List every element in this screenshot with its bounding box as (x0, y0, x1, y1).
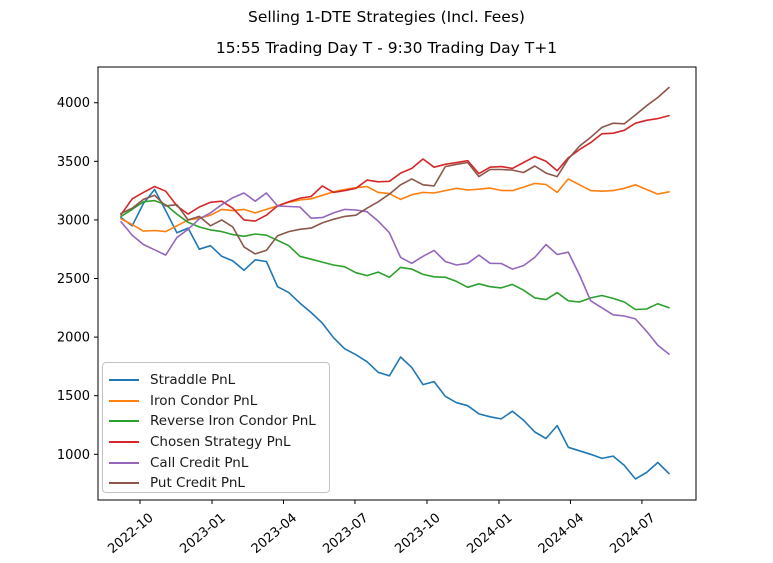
legend-label: Reverse Iron Condor PnL (150, 413, 316, 430)
chart-subtitle: 15:55 Trading Day T - 9:30 Trading Day T… (215, 39, 558, 57)
legend-line-swatch (109, 482, 139, 485)
series-line-reverse-iron-condor-pnl (120, 199, 670, 311)
legend-item-put-credit-pnl: Put Credit PnL (103, 473, 329, 494)
y-tick-label: 2500 (57, 272, 90, 287)
legend-label: Chosen Strategy PnL (150, 434, 291, 451)
legend-label: Iron Condor PnL (150, 392, 258, 409)
plot-border (97, 66, 697, 501)
legend-label: Put Credit PnL (150, 475, 245, 492)
legend-label: Call Credit PnL (150, 454, 249, 471)
legend-item-straddle-pnl: Straddle PnL (103, 370, 329, 391)
x-tick-label: 2024-04 (536, 511, 587, 557)
x-tick-label: 2024-01 (464, 511, 515, 557)
legend-line-swatch (109, 441, 139, 444)
chart-title: Selling 1-DTE Strategies (Incl. Fees) (248, 8, 525, 26)
legend-label: Straddle PnL (150, 372, 236, 389)
x-tick-label: 2023-07 (320, 511, 371, 557)
legend-item-call-credit-pnl: Call Credit PnL (103, 452, 329, 473)
series-line-chosen-strategy-pnl (120, 114, 670, 222)
legend-line-swatch (109, 399, 139, 402)
series-line-put-credit-pnl (120, 86, 670, 255)
x-tick-label: 2023-04 (249, 511, 300, 557)
series-line-call-credit-pnl (120, 192, 670, 355)
series-line-iron-condor-pnl (120, 178, 670, 233)
x-tick-label: 2023-01 (177, 511, 228, 557)
y-tick-label: 1000 (57, 448, 90, 463)
y-tick-label: 3500 (57, 155, 90, 170)
legend-item-chosen-strategy-pnl: Chosen Strategy PnL (103, 432, 329, 453)
legend: Straddle PnL Iron Condor PnL Reverse Iron … (102, 362, 330, 493)
legend-line-swatch (109, 420, 139, 423)
y-tick-label: 4000 (57, 96, 90, 111)
x-tick-label: 2022-10 (105, 511, 156, 557)
x-tick-label: 2024-07 (607, 511, 658, 557)
y-tick-label: 2000 (57, 331, 90, 346)
legend-line-swatch (109, 461, 139, 464)
y-tick-label: 1500 (57, 389, 90, 404)
x-tick-label: 2023-10 (392, 511, 443, 557)
legend-item-reverse-iron-condor-pnl: Reverse Iron Condor PnL (103, 411, 329, 432)
y-tick-label: 3000 (57, 213, 90, 228)
legend-item-iron-condor-pnl: Iron Condor PnL (103, 391, 329, 412)
legend-line-swatch (109, 379, 139, 382)
series-line-straddle-pnl (120, 188, 670, 480)
